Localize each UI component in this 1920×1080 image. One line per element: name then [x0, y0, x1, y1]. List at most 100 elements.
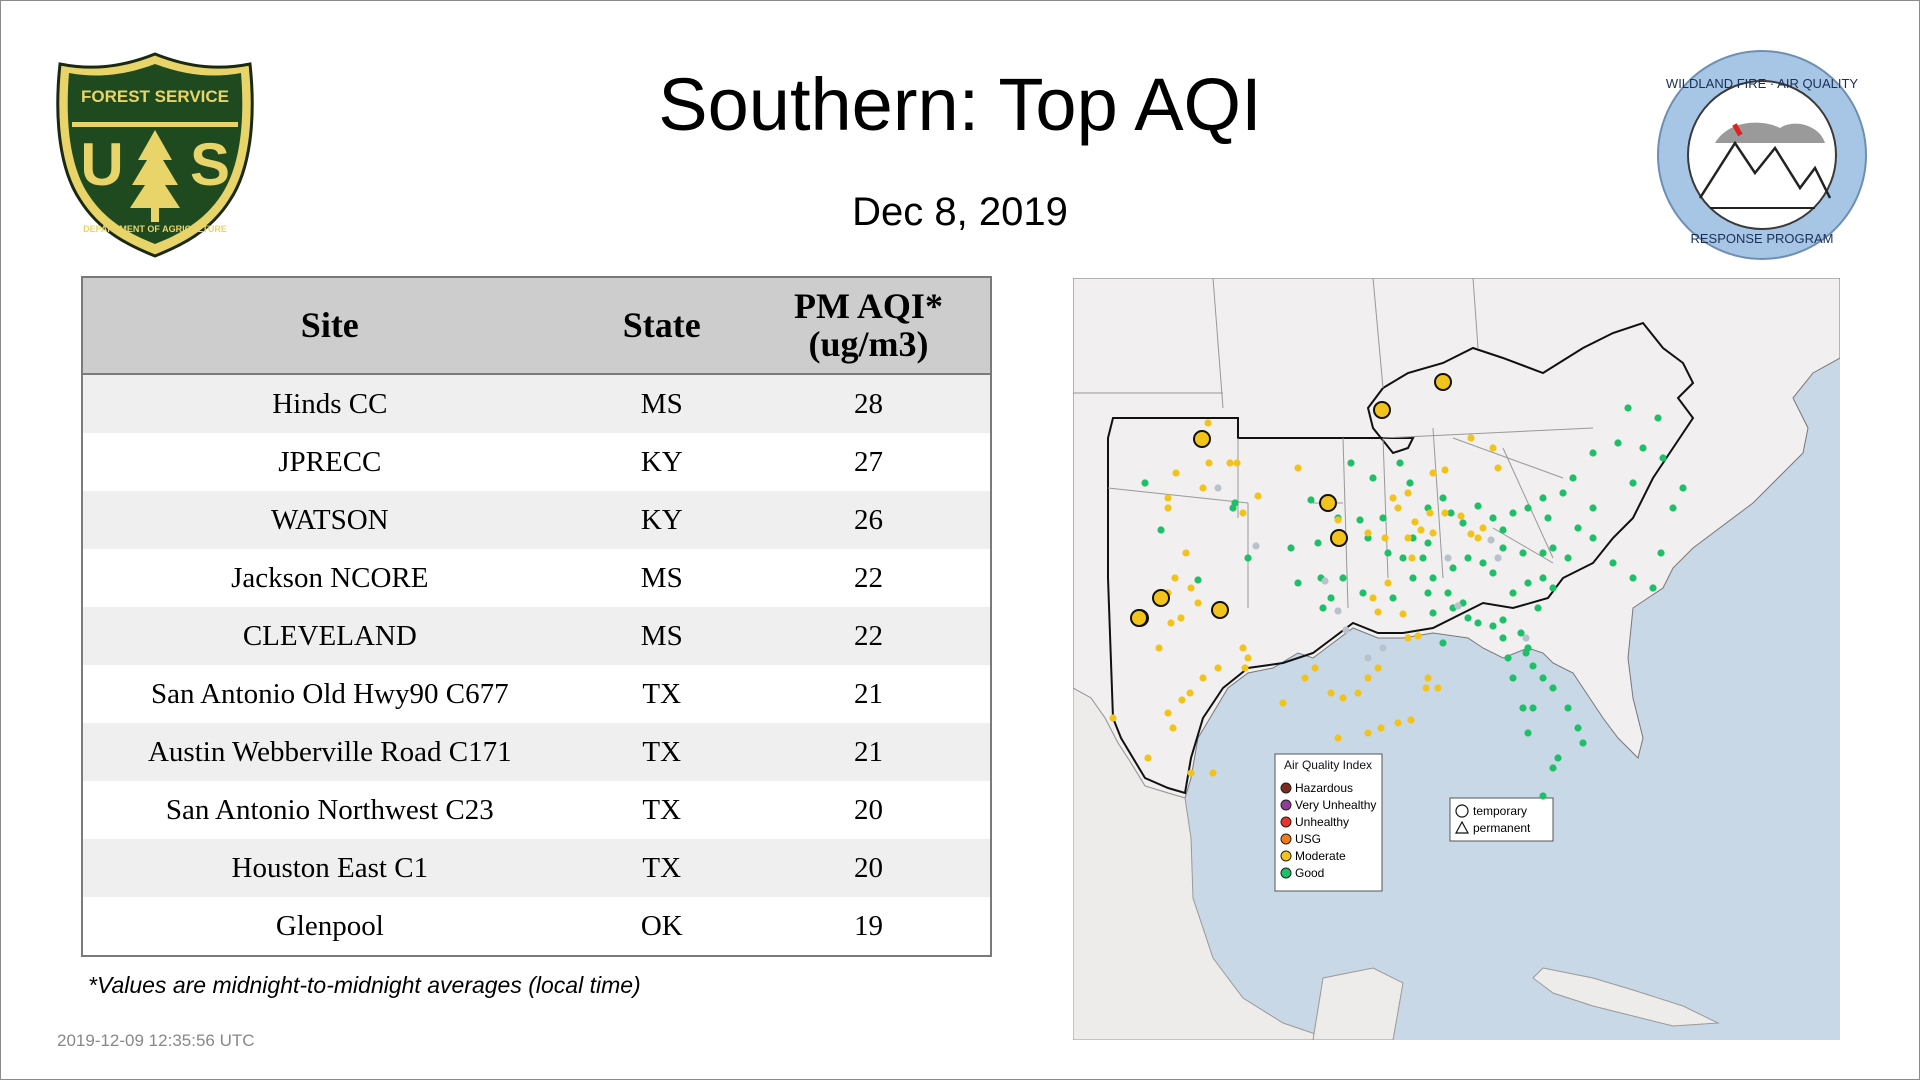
good-monitor-dot [1574, 724, 1582, 732]
site-cell: San Antonio Northwest C23 [82, 781, 577, 839]
good-monitor-dot [1499, 616, 1507, 624]
good-monitor-dot [1359, 589, 1367, 597]
table-row: JPRECC KY 27 [82, 433, 991, 491]
state-cell: TX [576, 665, 747, 723]
good-monitor-dot [1519, 704, 1527, 712]
top-aqi-table: Site State PM AQI* (ug/m3) Hinds CC MS 28 … [81, 276, 992, 957]
good-monitor-dot [1519, 549, 1527, 557]
good-monitor-dot [1509, 509, 1517, 517]
moderate-monitor-dot [1429, 529, 1437, 537]
top-site-marker [1130, 609, 1148, 627]
no-data-monitor-dot [1214, 484, 1222, 492]
state-cell: MS [576, 374, 747, 433]
good-monitor-dot [1614, 439, 1622, 447]
aqi-cell: 21 [746, 723, 991, 781]
good-monitor-dot [1409, 534, 1417, 542]
good-monitor-dot [1384, 549, 1392, 557]
moderate-monitor-dot [1164, 709, 1172, 717]
moderate-monitor-dot [1494, 464, 1502, 472]
map-land-yucatan [1312, 967, 1404, 1040]
good-monitor-dot [1539, 792, 1547, 800]
good-monitor-dot [1669, 504, 1677, 512]
good-monitor-dot [1307, 496, 1315, 504]
aqi-cell: 20 [746, 781, 991, 839]
good-monitor-dot [1294, 579, 1302, 587]
legend-hazardous-swatch [1280, 782, 1292, 794]
moderate-monitor-dot [1389, 494, 1397, 502]
good-monitor-dot [1529, 662, 1537, 670]
good-monitor-dot [1504, 654, 1512, 662]
no-data-monitor-dot [1379, 644, 1387, 652]
moderate-monitor-dot [1209, 769, 1217, 777]
aqi-legend-box [1274, 753, 1383, 892]
column-header-pm-aqi-line1: PM AQI* [793, 285, 943, 326]
good-monitor-dot [1429, 609, 1437, 617]
good-monitor-dot [1639, 444, 1647, 452]
good-monitor-dot [1396, 459, 1404, 467]
moderate-monitor-dot [1467, 530, 1475, 538]
footnote: *Values are midnight-to-midnight average… [88, 972, 641, 998]
moderate-monitor-dot [1381, 534, 1389, 542]
moderate-monitor-dot [1411, 518, 1419, 526]
good-monitor-dot [1574, 524, 1582, 532]
good-monitor-dot [1356, 516, 1364, 524]
moderate-monitor-dot [1155, 644, 1163, 652]
table-row: Jackson NCORE MS 22 [82, 549, 991, 607]
good-monitor-dot [1649, 584, 1657, 592]
shape-legend-permanent: permanent [1473, 821, 1531, 835]
no-data-monitor-dot [1522, 634, 1530, 642]
legend-moderate-swatch [1280, 850, 1292, 862]
good-monitor-dot [1364, 534, 1372, 542]
moderate-monitor-dot [1109, 714, 1117, 722]
good-monitor-dot [1657, 549, 1665, 557]
good-monitor-dot [1419, 554, 1427, 562]
good-monitor-dot [1539, 674, 1547, 682]
moderate-monitor-dot [1408, 554, 1416, 562]
site-cell: Austin Webberville Road C171 [82, 723, 577, 781]
top-site-marker [1330, 529, 1348, 547]
good-monitor-dot [1609, 559, 1617, 567]
good-monitor-dot [1499, 544, 1507, 552]
legend-good-label: Good [1295, 866, 1324, 880]
top-site-marker [1193, 430, 1211, 448]
temporary-circle-icon [1455, 804, 1469, 818]
moderate-monitor-dot [1311, 664, 1319, 672]
table-row: Houston East C1 TX 20 [82, 839, 991, 897]
good-monitor-dot [1406, 479, 1414, 487]
good-monitor-dot [1141, 479, 1149, 487]
good-monitor-dot [1629, 574, 1637, 582]
good-monitor-dot [1489, 622, 1497, 630]
good-monitor-dot [1499, 526, 1507, 534]
good-monitor-dot [1464, 554, 1472, 562]
no-data-monitor-dot [1252, 542, 1260, 550]
good-monitor-dot [1524, 504, 1532, 512]
legend-very-unhealthy-label: Very Unhealthy [1295, 798, 1376, 812]
top-site-marker [1434, 373, 1452, 391]
moderate-monitor-dot [1182, 549, 1190, 557]
good-monitor-dot [1524, 729, 1532, 737]
top-site-marker [1319, 494, 1337, 512]
state-cell: MS [576, 607, 747, 665]
report-date: Dec 8, 2019 [852, 190, 1068, 234]
table-row: CLEVELAND MS 22 [82, 607, 991, 665]
state-cell: KY [576, 491, 747, 549]
table-row: Hinds CC MS 28 [82, 374, 991, 433]
good-monitor-dot [1589, 504, 1597, 512]
aqi-legend-title: Air Quality Index [1284, 758, 1372, 772]
good-monitor-dot [1569, 474, 1577, 482]
moderate-monitor-dot [1399, 610, 1407, 618]
site-cell: CLEVELAND [82, 607, 577, 665]
moderate-monitor-dot [1489, 444, 1497, 452]
column-header-state: State [576, 277, 747, 375]
good-monitor-dot [1389, 594, 1397, 602]
table-row: San Antonio Old Hwy90 C677 TX 21 [82, 665, 991, 723]
table-row: WATSON KY 26 [82, 491, 991, 549]
moderate-monitor-dot [1417, 526, 1425, 534]
site-cell: San Antonio Old Hwy90 C677 [82, 665, 577, 723]
aqi-cell: 22 [746, 607, 991, 665]
moderate-monitor-dot [1169, 724, 1177, 732]
good-monitor-dot [1287, 544, 1295, 552]
moderate-monitor-dot [1414, 632, 1422, 640]
good-monitor-dot [1327, 594, 1335, 602]
moderate-monitor-dot [1244, 654, 1252, 662]
